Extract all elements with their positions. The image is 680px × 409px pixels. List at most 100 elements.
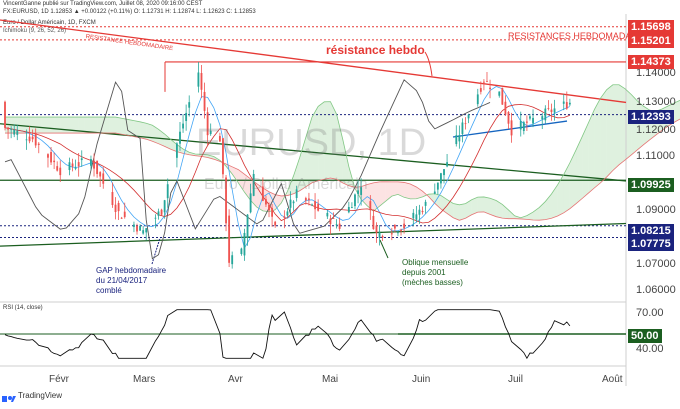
- candle-body: [160, 209, 163, 215]
- candle-body: [412, 212, 415, 219]
- candle-body: [13, 129, 16, 135]
- short-support-trendline: [452, 120, 568, 138]
- rsi-pane: [0, 309, 626, 360]
- candle-body: [16, 130, 19, 135]
- cloud-segment: [453, 203, 460, 221]
- series-legend[interactable]: Euro / Dollar Américain, 1D, FXCM: [3, 20, 96, 26]
- candle-body: [400, 229, 402, 232]
- candle-body: [7, 127, 9, 130]
- candle-body: [519, 121, 522, 130]
- cloud-segment: [404, 182, 411, 199]
- candle-body: [504, 101, 507, 115]
- candle-body: [37, 143, 40, 145]
- resistance-hebdo-arrow: [424, 51, 433, 77]
- candle-body: [553, 108, 556, 113]
- candle-body: [295, 189, 298, 199]
- candle-body: [123, 211, 126, 218]
- candle-body: [120, 217, 123, 219]
- candle-body: [185, 112, 188, 122]
- candle-body: [354, 194, 356, 207]
- cloud-segment: [78, 117, 85, 134]
- candle-body: [252, 173, 255, 196]
- cloud-segment: [170, 139, 177, 152]
- candle-body: [486, 80, 488, 82]
- candle-body: [197, 72, 200, 87]
- candle-body: [418, 209, 421, 215]
- cloud-segment: [152, 125, 159, 144]
- cloud-segment: [342, 139, 349, 186]
- gap-note-line2: du 21/04/2017: [96, 276, 148, 285]
- candle-body: [369, 201, 372, 211]
- x-tick: Févr: [49, 374, 69, 385]
- candle-body: [114, 204, 117, 213]
- y-tick: 1.14000: [636, 67, 676, 79]
- candle-body: [50, 152, 52, 163]
- candle-body: [335, 224, 338, 226]
- cloud-segment: [84, 117, 91, 134]
- candle-body: [209, 130, 212, 135]
- cloud-segment: [164, 134, 171, 150]
- candle-body: [203, 91, 206, 111]
- x-tick: Mars: [133, 374, 156, 385]
- candle-body: [154, 217, 157, 219]
- gap-note-line1: GAP hebdomadaire: [96, 266, 167, 275]
- cloud-segment: [551, 184, 558, 219]
- footer-brand[interactable]: TradingView: [18, 391, 63, 400]
- cloud-segment: [29, 117, 36, 134]
- cloud-segment: [103, 117, 110, 134]
- cloud-segment: [447, 199, 454, 218]
- candle-body: [163, 200, 166, 213]
- candle-body: [304, 198, 307, 201]
- candle-body: [436, 182, 439, 190]
- candle-body: [461, 122, 464, 134]
- senkou-span-a: [5, 84, 680, 219]
- candle-body: [80, 158, 83, 161]
- cloud-segment: [299, 137, 306, 191]
- candle-body: [443, 169, 445, 176]
- candle-body: [142, 230, 145, 234]
- ichimoku-legend[interactable]: Ichimoku (9, 26, 52, 26): [3, 28, 67, 34]
- cloud-segment: [625, 88, 632, 160]
- candle-body: [544, 108, 547, 121]
- candle-body: [228, 215, 231, 263]
- cloud-segment: [496, 200, 503, 219]
- candle-body: [274, 221, 277, 226]
- x-tick: Juin: [412, 374, 431, 385]
- candle-body: [249, 193, 252, 213]
- candle-body: [99, 172, 102, 177]
- oblique-note-line3: (mèches basses): [402, 278, 463, 287]
- cloud-segment: [459, 203, 466, 221]
- y-tick: 1.06000: [636, 284, 676, 296]
- cloud-segment: [324, 101, 331, 180]
- rsi-legend[interactable]: RSI (14, close): [3, 305, 43, 311]
- candle-body: [550, 109, 553, 113]
- cloud-segment: [674, 100, 680, 123]
- candle-body: [188, 102, 191, 108]
- gap-note-line3: comblé: [96, 286, 122, 295]
- candle-body: [476, 94, 479, 105]
- resistances-weekly-label: RESISTANCES HEBDOMADAIRES: [508, 31, 653, 41]
- cloud-segment: [54, 117, 61, 134]
- candle-body: [375, 225, 378, 233]
- cloud-segment: [133, 120, 141, 138]
- cloud-segment: [563, 162, 570, 213]
- cloud-segment: [330, 101, 337, 180]
- watermark-symbol: EURUSD, 1D: [196, 122, 427, 164]
- candle-body: [240, 248, 243, 255]
- cloud-segment: [127, 119, 134, 137]
- candle-body: [357, 190, 359, 194]
- price-box-resistance-1: 1.15698: [628, 20, 674, 34]
- rsi-line: [4, 309, 571, 360]
- price-box-resistance-2: 1.15201: [628, 34, 674, 48]
- cloud-segment: [158, 129, 165, 147]
- candle-body: [182, 123, 184, 129]
- candle-body: [317, 204, 320, 211]
- candle-body: [93, 160, 95, 169]
- candle-body: [71, 163, 74, 167]
- tradingview-logo-icon[interactable]: [2, 391, 16, 402]
- candle-body: [489, 87, 491, 90]
- candle-body: [133, 224, 135, 227]
- cloud-segment: [502, 204, 509, 219]
- kijun-line: [4, 104, 571, 224]
